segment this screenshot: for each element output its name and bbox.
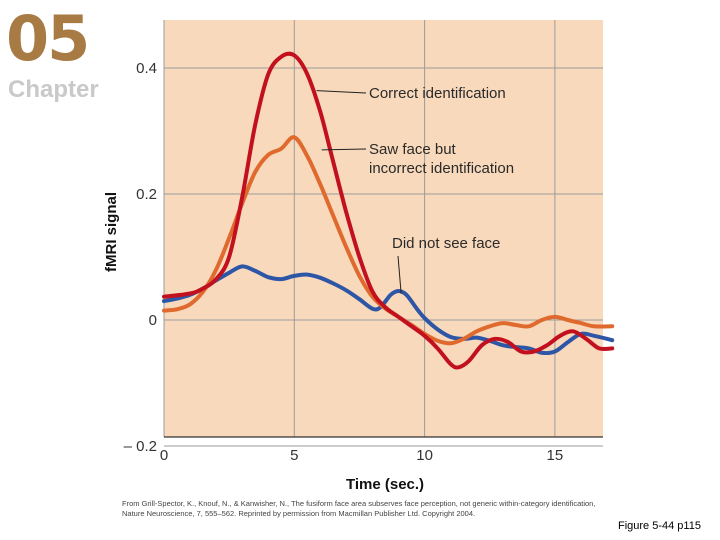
annotation-leaders bbox=[316, 90, 402, 294]
y-tick-label: – 0.2 bbox=[124, 438, 157, 455]
y-tick-label: 0 bbox=[149, 312, 157, 329]
leader-saw-face bbox=[321, 148, 367, 151]
series-correct-identification bbox=[162, 51, 615, 370]
tick-labels: 0 5 10 15– 0.200.20.4 bbox=[124, 60, 564, 464]
annotation-saw-face-line1: Saw face but bbox=[369, 141, 457, 158]
y-tick-label: 0.4 bbox=[136, 60, 157, 77]
leader-correct bbox=[316, 90, 367, 94]
grid bbox=[163, 20, 603, 447]
annotation-saw-face-line2: incorrect identification bbox=[369, 160, 514, 177]
annotation-did-not-see-face: Did not see face bbox=[392, 235, 500, 252]
x-tick-label: 5 bbox=[290, 447, 298, 464]
y-tick-label: 0.2 bbox=[136, 186, 157, 203]
credit-line-2: Nature Neuroscience, 7, 555–562. Reprint… bbox=[122, 509, 476, 518]
source-credit: From Grill-Spector, K., Knouf, N., & Kan… bbox=[122, 499, 602, 519]
series-lines bbox=[162, 51, 615, 370]
series-did-not-see-face bbox=[162, 264, 615, 356]
x-axis-label: Time (sec.) bbox=[346, 476, 424, 493]
x-tick-label: 0 bbox=[160, 447, 168, 464]
x-tick-label: 10 bbox=[416, 447, 433, 464]
chapter-label: Chapter bbox=[8, 76, 99, 103]
annotation-correct-identification: Correct identification bbox=[369, 85, 506, 102]
leader-did-not-see bbox=[397, 255, 402, 294]
credit-line-1: From Grill-Spector, K., Knouf, N., & Kan… bbox=[122, 499, 596, 508]
plot-background bbox=[164, 20, 603, 437]
x-tick-label: 15 bbox=[547, 447, 564, 464]
chapter-number: 05 bbox=[6, 2, 90, 75]
figure-reference: Figure 5-44 p115 bbox=[618, 520, 701, 532]
y-axis-label: fMRI signal bbox=[103, 192, 120, 272]
